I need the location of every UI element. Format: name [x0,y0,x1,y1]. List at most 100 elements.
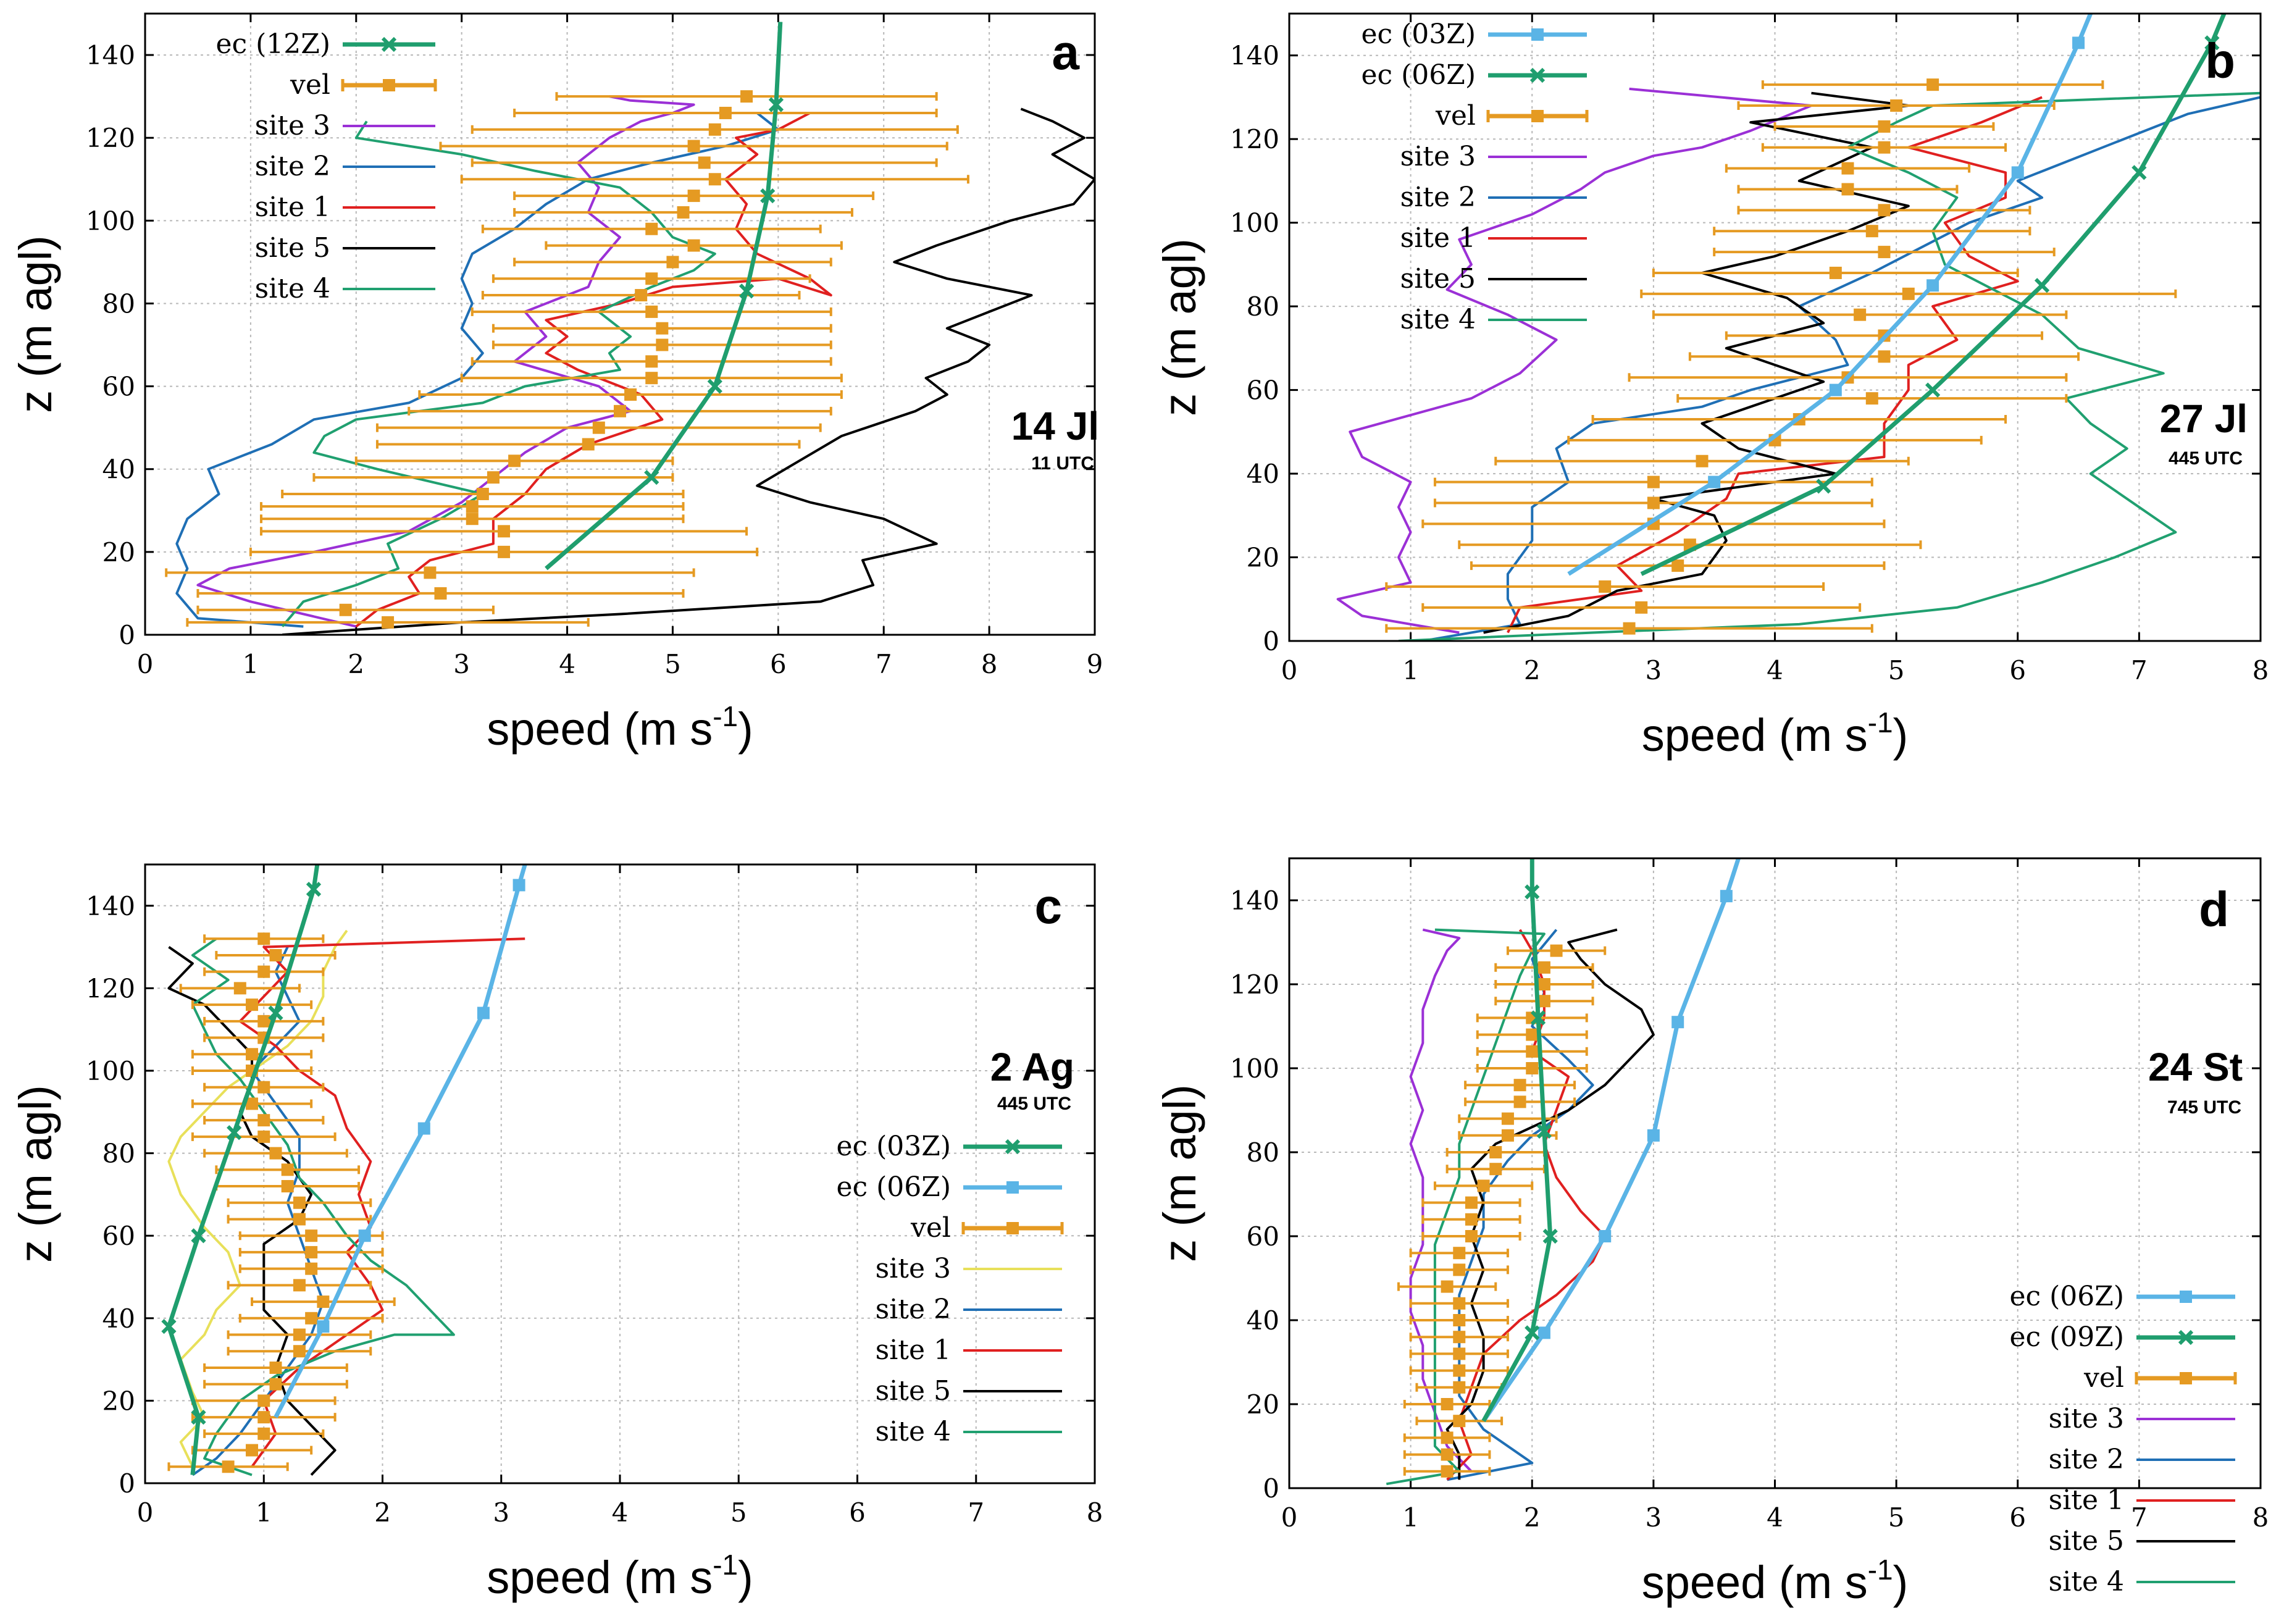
x-tick-label: 8 [1087,1497,1103,1528]
ec-point [760,188,776,204]
panel-date: 27 Jl [2160,396,2248,441]
vel-point [1902,287,1915,300]
series-site-5 [167,945,337,1476]
legend-label: site 3 [2049,1403,2124,1434]
vel-point [1926,78,1939,91]
vel-point [1878,246,1891,259]
vel-point [382,616,395,629]
vel-point [1647,475,1660,488]
legend-label: site 1 [255,191,330,223]
vel-point [708,123,721,136]
legend-label: site 5 [2049,1525,2124,1557]
legend-marker [1531,110,1544,122]
ec-series [1567,14,2093,576]
y-tick-label: 120 [1230,124,1279,154]
vel-point [1878,120,1891,133]
legend-marker [2178,1329,2194,1346]
vel-series [1385,78,2177,635]
vel-point [1453,1297,1466,1310]
vel-point [305,1245,318,1258]
vel-point [293,1279,306,1292]
series-site-3 [1336,87,1813,634]
ec-point [417,1122,430,1135]
vel-point [466,513,479,525]
ec-point [2072,36,2085,49]
y-tick-label: 140 [1230,885,1279,916]
vel-point [305,1262,318,1275]
vel-point [645,355,658,368]
x-tick-label: 2 [374,1497,391,1528]
ec-point [306,881,322,897]
ec-line [1481,858,1741,1423]
y-tick-label: 60 [1247,375,1279,406]
legend-label: site 1 [2049,1484,2124,1516]
y-tick-label: 40 [1247,459,1279,489]
x-tick-label: 9 [1087,649,1103,679]
ec-point [477,1007,490,1019]
vel-point [257,1081,270,1094]
x-axis-label-sup: -1 [713,1549,738,1581]
x-axis-label-end: ) [1893,709,1909,761]
panel-time: 745 UTC [2167,1097,2241,1118]
panel-time: 445 UTC [997,1094,1071,1114]
x-axis-label-sup: -1 [1868,706,1893,739]
x-tick-label: 0 [137,649,154,679]
vel-point [1465,1196,1478,1209]
grid [144,14,1095,635]
legend-marker [2180,1291,2192,1303]
vel-point [1453,1381,1466,1394]
legend-label: site 1 [876,1334,951,1366]
legend-marker [1005,1139,1021,1155]
y-tick-label: 0 [1263,1473,1279,1504]
x-axis-label: speed (m s-1) [1642,706,1909,761]
vel-point [1477,1179,1490,1192]
y-tick-label: 0 [1263,626,1279,656]
vel-point [1623,622,1636,635]
y-axis-label: z (m agl) [1154,1084,1205,1262]
y-tick-label: 100 [1230,1053,1279,1084]
vel-point [677,206,690,219]
vel-point [269,1147,282,1160]
ec-point [707,379,722,394]
data-layer [161,864,527,1476]
vel-point [1865,225,1878,238]
ec-point [317,1320,330,1333]
ec-point [1525,884,1540,900]
ec-point [1530,1010,1546,1026]
y-tick-label: 80 [1247,1137,1279,1168]
y-tick-label: 120 [86,973,135,1003]
vel-point [1453,1331,1466,1344]
y-tick-label: 0 [119,620,135,650]
x-axis-label-text: speed (m s [1642,1557,1868,1608]
x-tick-label: 1 [1402,655,1419,685]
vel-point [1526,1028,1539,1041]
vel-point [1841,162,1854,175]
legend-label: ec (12Z) [215,28,330,60]
vel-point [645,222,658,235]
vel-point [1465,1213,1478,1226]
vel-point [1501,1129,1514,1142]
x-tick-label: 5 [1888,655,1905,685]
vel-point [1854,308,1867,321]
y-tick-label: 80 [102,288,135,319]
legend-label: site 3 [1400,141,1476,172]
y-tick-label: 140 [86,891,135,921]
series-site-1 [1507,96,2043,634]
x-axis-label: speed (m s-1) [487,700,753,755]
y-tick-label: 100 [1230,208,1279,238]
vel-point [466,500,479,513]
x-tick-label: 0 [1281,1502,1298,1533]
x-axis-label-text: speed (m s [1642,709,1868,761]
y-tick-label: 20 [1247,1389,1279,1420]
vel-point [257,1411,270,1424]
vel-series [167,932,396,1473]
x-tick-label: 6 [2009,1502,2026,1533]
data-layer [1336,14,2261,641]
plot-frame [1288,12,2262,642]
vel-point [1453,1415,1466,1428]
vel-point [645,272,658,285]
panel-a: 0 1 2 3 4 5 6 7 8 9 0 20 40 60 80 100 120 140 speed (m s-1… [10,12,1103,755]
ec-point [1829,383,1842,396]
y-tick-label: 80 [102,1139,135,1169]
